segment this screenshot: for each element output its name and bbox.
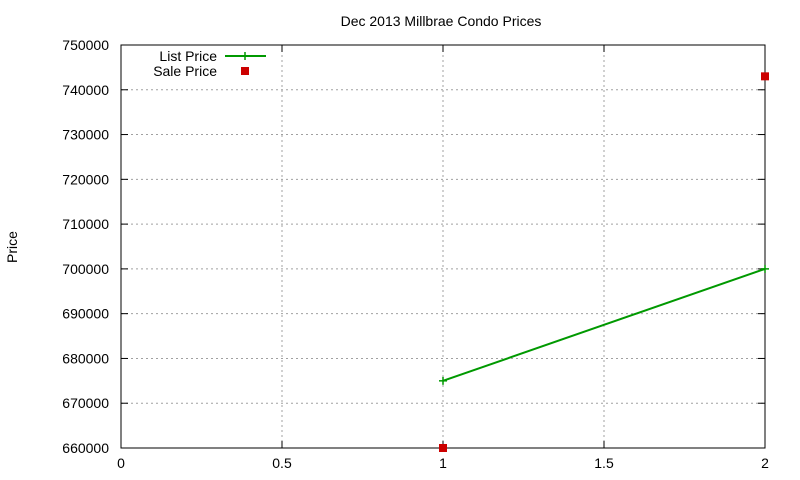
x-tick-label: 0.5 xyxy=(272,455,292,471)
y-tick-label: 700000 xyxy=(62,261,109,277)
series-list-price xyxy=(439,264,769,385)
y-tick-label: 670000 xyxy=(62,395,109,411)
list-price-point xyxy=(439,376,447,385)
y-tick-label: 710000 xyxy=(62,216,109,232)
legend-plus-marker xyxy=(241,52,249,60)
y-tick-label: 680000 xyxy=(62,350,109,366)
sale-price-point xyxy=(761,72,769,81)
y-tick-label: 720000 xyxy=(62,171,109,187)
series-sale-price xyxy=(439,72,769,452)
y-tick-label: 660000 xyxy=(62,440,109,456)
legend-square-marker xyxy=(241,67,249,75)
legend-label: Sale Price xyxy=(153,63,217,79)
x-tick-label: 0 xyxy=(117,455,125,471)
y-axis-label: Price xyxy=(4,231,20,263)
legend-entry: List Price xyxy=(159,48,266,64)
y-tick-label: 690000 xyxy=(62,306,109,322)
list-price-point xyxy=(761,264,769,273)
x-tick-label: 1.5 xyxy=(594,455,614,471)
x-tick-label: 1 xyxy=(439,455,447,471)
series-layer xyxy=(439,72,769,452)
sale-price-point xyxy=(439,444,447,452)
tick-labels: 0 0.5 1 1.5 2 660000 670000 680000 690000 700000 7… xyxy=(62,37,769,471)
legend-entry: Sale Price xyxy=(153,63,249,79)
y-tick-label: 750000 xyxy=(62,37,109,53)
legend-label: List Price xyxy=(159,48,217,64)
x-tick-label: 2 xyxy=(761,455,769,471)
y-tick-label: 740000 xyxy=(62,82,109,98)
chart-title: Dec 2013 Millbrae Condo Prices xyxy=(341,13,542,29)
list-price-line xyxy=(442,267,766,382)
y-tick-label: 730000 xyxy=(62,127,109,143)
